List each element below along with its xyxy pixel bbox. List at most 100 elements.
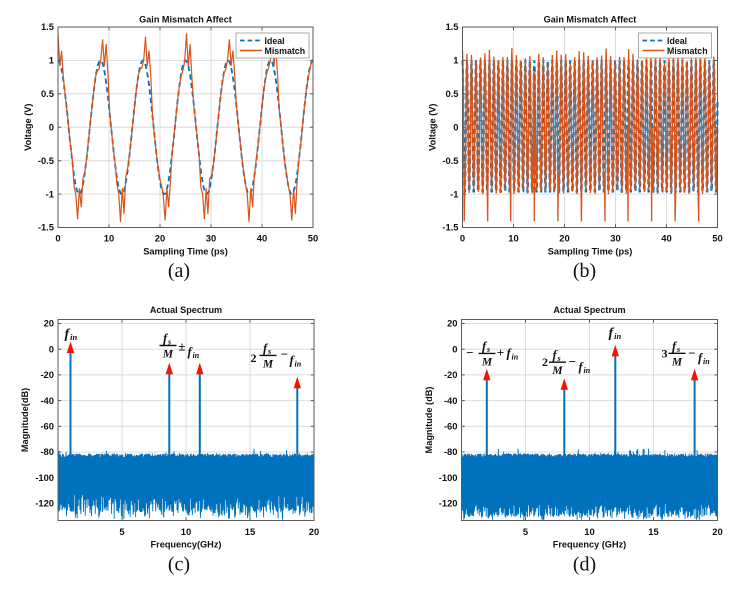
- svg-text:40: 40: [661, 233, 671, 244]
- svg-text:f: f: [163, 332, 169, 346]
- svg-text:3: 3: [662, 347, 668, 361]
- svg-text:in: in: [295, 359, 302, 368]
- svg-text:0: 0: [49, 121, 54, 132]
- svg-text:f: f: [65, 327, 71, 342]
- svg-text:in: in: [193, 351, 200, 360]
- svg-text:-0.5: -0.5: [442, 155, 458, 166]
- svg-text:30: 30: [206, 233, 216, 244]
- svg-text:5: 5: [523, 526, 528, 537]
- svg-text:f: f: [188, 345, 194, 359]
- svg-text:10: 10: [508, 233, 518, 244]
- svg-text:30: 30: [610, 233, 620, 244]
- svg-text:-100: -100: [439, 472, 458, 483]
- svg-text:f: f: [698, 351, 704, 365]
- svg-text:0: 0: [49, 343, 54, 354]
- svg-text:f: f: [579, 360, 585, 374]
- svg-text:-1.5: -1.5: [442, 222, 458, 233]
- svg-text:M: M: [671, 356, 683, 368]
- svg-text:0.5: 0.5: [445, 88, 458, 99]
- svg-text:20: 20: [712, 526, 722, 537]
- svg-text:Mismatch: Mismatch: [667, 46, 708, 56]
- svg-text:f: f: [482, 339, 488, 353]
- svg-text:-20: -20: [444, 369, 458, 380]
- svg-text:-40: -40: [40, 395, 54, 406]
- svg-text:in: in: [512, 352, 519, 361]
- svg-text:s: s: [557, 354, 561, 363]
- svg-text:s: s: [676, 345, 680, 354]
- svg-text:Magnitude (dB): Magnitude (dB): [424, 387, 434, 454]
- svg-text:(d): (d): [573, 554, 596, 576]
- svg-text:+: +: [497, 345, 504, 360]
- svg-text:1: 1: [453, 55, 458, 66]
- svg-text:f: f: [609, 326, 615, 341]
- svg-text:-120: -120: [35, 498, 54, 509]
- svg-text:f: f: [507, 347, 513, 361]
- svg-text:Frequency(GHz): Frequency(GHz): [151, 540, 222, 550]
- svg-text:s: s: [167, 337, 171, 346]
- svg-text:20: 20: [155, 233, 165, 244]
- svg-text:in: in: [703, 357, 710, 366]
- svg-text:5: 5: [119, 526, 124, 537]
- svg-text:10: 10: [104, 233, 114, 244]
- svg-text:10: 10: [181, 526, 191, 537]
- svg-text:0.5: 0.5: [41, 88, 54, 99]
- svg-text:Gain Mismatch Affect: Gain Mismatch Affect: [139, 15, 232, 25]
- svg-text:50: 50: [712, 233, 722, 244]
- svg-text:−: −: [466, 345, 473, 360]
- svg-text:(c): (c): [168, 554, 190, 576]
- svg-text:0: 0: [460, 233, 465, 244]
- svg-text:50: 50: [308, 233, 318, 244]
- svg-text:-100: -100: [35, 472, 54, 483]
- svg-text:(a): (a): [168, 260, 190, 282]
- svg-text:s: s: [486, 345, 490, 354]
- svg-text:Gain Mismatch Affect: Gain Mismatch Affect: [544, 15, 637, 25]
- svg-text:1.5: 1.5: [41, 21, 54, 32]
- svg-text:Sampling Time (ps): Sampling Time (ps): [143, 247, 228, 257]
- svg-text:20: 20: [559, 233, 569, 244]
- svg-text:M: M: [481, 356, 493, 368]
- svg-text:10: 10: [584, 526, 594, 537]
- svg-text:Mismatch: Mismatch: [265, 46, 306, 56]
- svg-text:20: 20: [309, 526, 319, 537]
- svg-text:-120: -120: [439, 498, 458, 509]
- svg-text:2: 2: [542, 355, 548, 369]
- svg-text:in: in: [614, 331, 621, 341]
- svg-text:40: 40: [257, 233, 267, 244]
- svg-text:-60: -60: [40, 421, 54, 432]
- svg-text:f: f: [672, 339, 678, 353]
- svg-text:-1.5: -1.5: [38, 222, 54, 233]
- svg-text:f: f: [553, 348, 559, 362]
- svg-text:0: 0: [55, 233, 60, 244]
- svg-text:Actual Spectrum: Actual Spectrum: [553, 305, 625, 315]
- svg-text:Frequency (GHz): Frequency (GHz): [553, 540, 627, 550]
- svg-text:-1: -1: [46, 188, 54, 199]
- svg-text:Actual Spectrum: Actual Spectrum: [150, 305, 222, 315]
- svg-text:Voltage (V): Voltage (V): [23, 104, 33, 151]
- svg-text:2: 2: [251, 351, 257, 365]
- svg-text:M: M: [551, 365, 563, 377]
- svg-text:s: s: [267, 347, 271, 356]
- svg-text:Magnitude(dB): Magnitude(dB): [20, 388, 30, 452]
- svg-text:−: −: [281, 347, 288, 362]
- svg-text:−: −: [688, 346, 695, 361]
- svg-text:0: 0: [453, 121, 458, 132]
- svg-text:in: in: [584, 366, 591, 375]
- svg-text:f: f: [290, 354, 296, 368]
- svg-text:-1: -1: [450, 188, 458, 199]
- svg-text:Voltage (V): Voltage (V): [428, 104, 438, 151]
- svg-text:15: 15: [648, 526, 658, 537]
- svg-text:1: 1: [49, 55, 54, 66]
- svg-text:-80: -80: [444, 446, 458, 457]
- svg-text:−: −: [569, 354, 576, 369]
- svg-text:Ideal: Ideal: [265, 36, 285, 46]
- svg-text:-20: -20: [40, 369, 54, 380]
- svg-text:-60: -60: [444, 421, 458, 432]
- svg-text:f: f: [263, 341, 269, 355]
- svg-text:-0.5: -0.5: [38, 155, 54, 166]
- svg-text:(b): (b): [573, 260, 596, 282]
- svg-text:-40: -40: [444, 395, 458, 406]
- svg-text:1.5: 1.5: [445, 21, 458, 32]
- svg-text:Ideal: Ideal: [667, 36, 687, 46]
- svg-text:20: 20: [44, 318, 54, 329]
- svg-text:M: M: [162, 349, 174, 361]
